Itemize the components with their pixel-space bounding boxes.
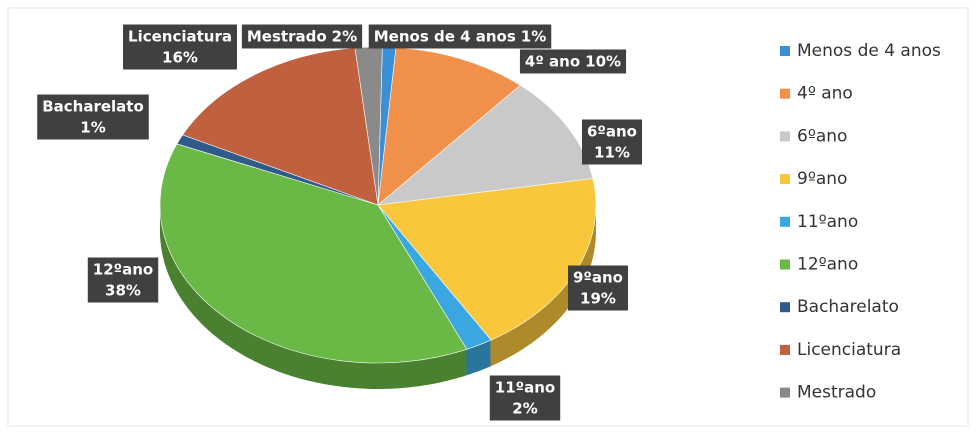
legend-label: Bacharelato bbox=[797, 297, 899, 317]
slice bbox=[182, 47, 379, 206]
data-label: 9ºano 19% bbox=[567, 265, 629, 311]
data-label-name: 9ºano bbox=[573, 269, 623, 287]
data-label-name: 4º ano bbox=[525, 53, 580, 71]
legend-swatch bbox=[780, 46, 790, 56]
data-label: 6ºano 11% bbox=[581, 119, 643, 165]
data-label-value: 2% bbox=[332, 28, 357, 46]
data-label-value: 1% bbox=[80, 119, 105, 137]
legend-swatch bbox=[780, 259, 790, 270]
legend-label: 11ºano bbox=[797, 212, 858, 232]
data-label: 4º ano 10% bbox=[519, 49, 627, 74]
data-label-value: 38% bbox=[105, 282, 141, 300]
data-label: Bacharelato 1% bbox=[37, 94, 149, 140]
data-label-name: Bacharelato bbox=[42, 98, 144, 116]
legend-label: 12ºano bbox=[797, 255, 858, 275]
data-label-name: Menos de 4 anos bbox=[374, 28, 516, 46]
data-label: 11ºano 2% bbox=[489, 375, 561, 421]
data-label-name: Licenciatura bbox=[128, 28, 232, 46]
legend-swatch bbox=[780, 131, 790, 142]
slice bbox=[377, 84, 594, 206]
legend-swatch bbox=[780, 174, 790, 185]
data-label-value: 2% bbox=[512, 400, 537, 418]
legend-swatch bbox=[780, 387, 790, 398]
data-label-box bbox=[123, 24, 237, 70]
slice bbox=[159, 143, 468, 364]
data-label-box bbox=[87, 257, 159, 303]
data-label-value: 1% bbox=[521, 28, 546, 46]
data-label-name: 6ºano bbox=[587, 123, 637, 141]
legend-label: Mestrado bbox=[797, 383, 876, 403]
data-label-box bbox=[368, 24, 552, 49]
data-label: Menos de 4 anos 1% bbox=[368, 24, 552, 49]
legend-swatch bbox=[780, 344, 790, 355]
data-label: 12ºano 38% bbox=[87, 257, 159, 303]
data-label: Mestrado 2% bbox=[241, 24, 363, 49]
legend-label: 4º ano bbox=[797, 84, 853, 104]
data-label-name: 11ºano bbox=[495, 379, 555, 397]
legend-swatch bbox=[780, 302, 790, 313]
data-label-name: 12ºano bbox=[93, 261, 153, 279]
data-label: Licenciatura 16% bbox=[123, 24, 237, 70]
data-label-box bbox=[241, 24, 363, 49]
legend-swatch bbox=[780, 216, 790, 227]
legend-label: Menos de 4 anos bbox=[797, 41, 941, 61]
data-label-value: 11% bbox=[594, 144, 630, 162]
data-label-box bbox=[37, 94, 149, 140]
legend-label: 9ºano bbox=[797, 169, 847, 189]
data-label-box bbox=[581, 119, 643, 165]
data-label-box bbox=[519, 49, 627, 74]
data-label-value: 16% bbox=[162, 49, 198, 67]
legend-label: Licenciatura bbox=[797, 340, 901, 360]
data-label-value: 19% bbox=[580, 290, 616, 308]
data-label-value: 10% bbox=[585, 53, 621, 71]
legend-swatch bbox=[780, 88, 790, 99]
data-label-name: Mestrado bbox=[247, 28, 327, 46]
data-label-box bbox=[567, 265, 629, 311]
legend-label: 6ºano bbox=[797, 126, 847, 146]
data-label-box bbox=[489, 375, 561, 421]
